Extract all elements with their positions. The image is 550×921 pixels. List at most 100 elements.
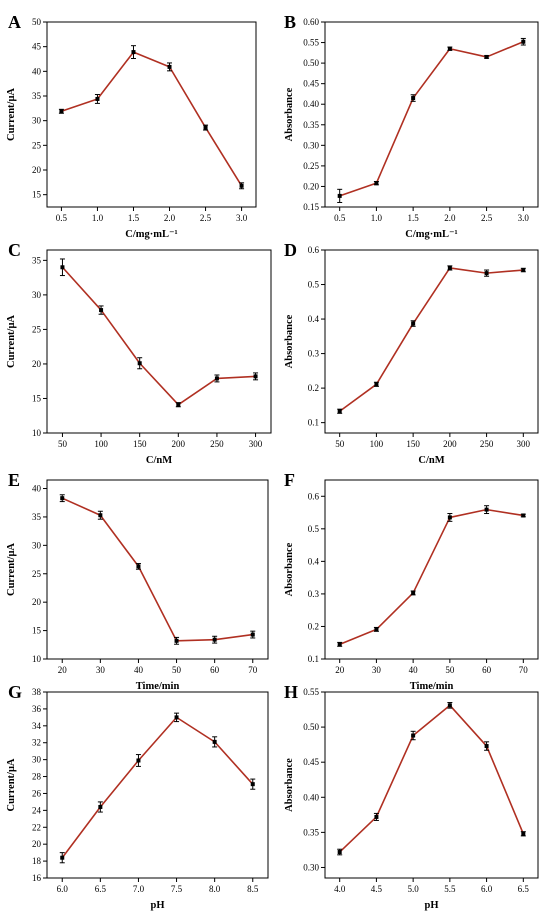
plot-frame — [324, 21, 539, 208]
x-tick-label: 2.0 — [444, 213, 456, 223]
data-point — [167, 64, 172, 69]
x-axis-title: C/mg·mL⁻¹ — [125, 229, 177, 240]
x-tick-label: 150 — [406, 439, 420, 449]
data-point — [484, 271, 489, 276]
data-point — [98, 804, 103, 809]
y-tick-label: 0.15 — [303, 202, 319, 212]
y-tick-label: 32 — [32, 738, 41, 748]
plot-frame — [46, 691, 269, 879]
data-point — [411, 590, 416, 595]
series-line — [339, 704, 525, 853]
panel-f: F 20 30 40 50 60 70 0.1 0.2 0.3 0.4 0.5 0.6 Time/min A… — [284, 470, 539, 692]
y-tick-label: 0.3 — [308, 349, 320, 359]
series-line — [61, 716, 254, 859]
y-tick-label: 20 — [32, 839, 42, 849]
data-point — [176, 402, 181, 407]
x-tick-label: 1.0 — [371, 213, 383, 223]
panel-letter: G — [8, 682, 22, 702]
panel-letter: E — [8, 470, 20, 490]
y-tick-label: 35 — [32, 512, 42, 522]
y-axis-title: Absorbance — [284, 314, 295, 368]
data-point — [521, 39, 526, 44]
x-tick-label: 100 — [94, 439, 108, 449]
x-tick-label: 3.0 — [518, 213, 530, 223]
y-tick-label: 0.40 — [303, 792, 319, 802]
y-tick-label: 0.30 — [303, 140, 319, 150]
data-point — [484, 744, 489, 749]
x-tick-label: 4.0 — [334, 884, 346, 894]
x-tick-label: 30 — [372, 665, 382, 675]
y-axis-title: Absorbance — [284, 542, 295, 596]
y-axis-title: Current/μA — [6, 88, 17, 141]
data-point — [59, 109, 64, 114]
data-point — [447, 265, 452, 270]
y-tick-label: 40 — [32, 484, 42, 494]
x-tick-label: 7.5 — [171, 884, 183, 894]
panel-letter: A — [8, 12, 21, 32]
y-tick-label: 34 — [32, 721, 42, 731]
y-tick-label: 25 — [32, 569, 42, 579]
plot-frame — [324, 479, 539, 660]
x-axis-title: Time/min — [410, 681, 454, 692]
x-tick-label: 6.0 — [481, 884, 493, 894]
y-tick-label: 26 — [32, 788, 42, 798]
data-point — [447, 46, 452, 51]
y-tick-label: 18 — [32, 856, 42, 866]
y-tick-label: 45 — [32, 42, 42, 52]
x-tick-label: 50 — [335, 439, 345, 449]
y-tick-label: 0.2 — [308, 621, 319, 631]
plot-frame — [46, 479, 269, 660]
y-tick-label: 38 — [32, 687, 42, 697]
x-axis-title: C/nM — [146, 455, 172, 466]
panel-a: A 0.5 1.0 1.5 2.0 2.5 3.0 15 20 25 30 35 40 45 50 C/mg·… — [6, 12, 257, 240]
x-tick-label: 1.5 — [128, 213, 140, 223]
x-tick-label: 6.0 — [57, 884, 69, 894]
x-tick-label: 8.5 — [247, 884, 259, 894]
plot-frame — [324, 691, 539, 879]
y-tick-label: 30 — [32, 755, 42, 765]
data-point — [374, 382, 379, 387]
x-tick-label: 250 — [210, 439, 224, 449]
y-tick-label: 30 — [32, 290, 42, 300]
x-tick-label: 200 — [443, 439, 457, 449]
x-tick-label: 300 — [517, 439, 531, 449]
x-tick-label: 5.5 — [444, 884, 456, 894]
y-axis-title: Current/μA — [6, 543, 17, 596]
panel-d: D 50 100 150 200 250 300 0.1 0.2 0.3 0.4 0.5 0.6 C/nM… — [284, 240, 539, 466]
y-tick-label: 0.60 — [303, 17, 319, 27]
data-point — [99, 308, 104, 313]
y-tick-label: 10 — [32, 654, 42, 664]
x-tick-label: 0.5 — [334, 213, 346, 223]
data-point — [136, 564, 141, 569]
data-point — [60, 855, 65, 860]
data-point — [484, 54, 489, 59]
panel-letter: D — [284, 240, 297, 260]
y-tick-label: 0.35 — [303, 827, 319, 837]
x-tick-label: 20 — [58, 665, 68, 675]
y-tick-label: 0.50 — [303, 722, 319, 732]
data-point — [521, 268, 526, 273]
x-tick-label: 300 — [249, 439, 263, 449]
y-tick-label: 0.6 — [308, 245, 320, 255]
data-point — [136, 758, 141, 763]
panel-e: E 20 30 40 50 60 70 10 15 20 25 30 35 40 Time/min Curre… — [6, 470, 269, 692]
data-point — [212, 739, 217, 744]
y-tick-label: 30 — [32, 540, 42, 550]
y-tick-label: 36 — [32, 704, 42, 714]
y-tick-label: 15 — [32, 626, 42, 636]
series-line — [339, 40, 524, 197]
data-point — [137, 361, 142, 366]
y-tick-label: 0.45 — [303, 79, 319, 89]
data-point — [374, 627, 379, 632]
y-tick-label: 10 — [32, 428, 42, 438]
data-point — [374, 181, 379, 186]
data-point — [411, 321, 416, 326]
y-tick-label: 50 — [32, 17, 42, 27]
y-axis-title: Absorbance — [284, 87, 295, 141]
y-tick-label: 0.40 — [303, 99, 319, 109]
x-axis-title: C/mg·mL⁻¹ — [405, 229, 457, 240]
x-tick-label: 20 — [335, 665, 345, 675]
y-tick-label: 0.1 — [308, 418, 319, 428]
x-tick-label: 2.0 — [164, 213, 176, 223]
